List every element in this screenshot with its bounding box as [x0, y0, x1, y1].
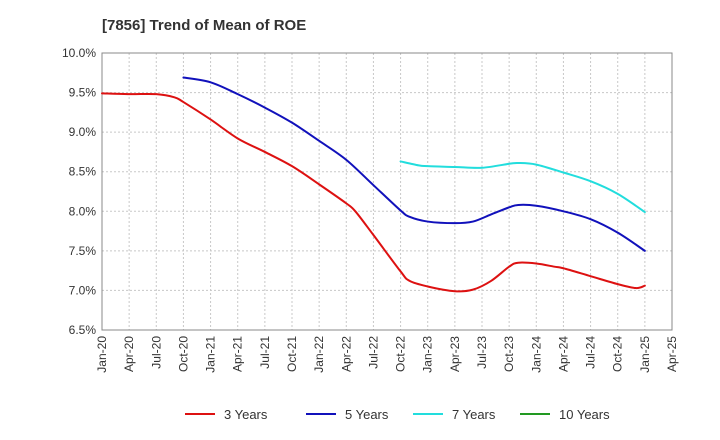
- chart-title: [7856] Trend of Mean of ROE: [102, 17, 306, 34]
- x-tick-label: Apr-25: [665, 336, 679, 372]
- x-tick-label: Jul-23: [475, 336, 489, 369]
- x-tick-label: Jul-22: [366, 336, 380, 369]
- y-tick-label: 8.5%: [69, 165, 97, 179]
- x-tick-label: Oct-22: [394, 336, 408, 372]
- y-tick-label: 6.5%: [69, 323, 97, 337]
- legend-label: 5 Years: [345, 407, 389, 422]
- legend-label: 3 Years: [224, 407, 268, 422]
- x-tick-label: Jul-21: [258, 336, 272, 369]
- legend: 3 Years 5 Years 7 Years 10 Years: [185, 407, 610, 422]
- y-tick-label: 9.5%: [69, 86, 97, 100]
- x-tick-label: Apr-24: [556, 336, 570, 372]
- plot-frame: [101, 52, 673, 331]
- legend-label: 7 Years: [452, 407, 496, 422]
- legend-item-7-years: 7 Years: [413, 407, 496, 422]
- x-tick-label: Jan-20: [95, 336, 109, 373]
- x-tick-label: Jan-24: [529, 336, 543, 373]
- x-tick-label: Jan-21: [204, 336, 218, 373]
- plot-border: [101, 52, 673, 331]
- x-tick-label: Apr-20: [122, 336, 136, 372]
- y-tick-label: 8.0%: [69, 204, 97, 218]
- legend-item-3-years: 3 Years: [185, 407, 268, 422]
- x-tick-label: Apr-21: [231, 336, 245, 372]
- y-tick-label: 7.5%: [69, 244, 97, 258]
- x-axis-ticks: Jan-20 Apr-20 Jul-20 Oct-20 Jan-21 Apr-21 Jul-…: [95, 336, 679, 373]
- y-tick-label: 9.0%: [69, 125, 97, 139]
- x-tick-label: Jan-25: [638, 336, 652, 373]
- x-tick-label: Apr-23: [448, 336, 462, 372]
- legend-item-10-years: 10 Years: [520, 407, 610, 422]
- x-tick-label: Oct-23: [502, 336, 516, 372]
- x-tick-label: Jan-22: [312, 336, 326, 373]
- x-tick-label: Jan-23: [421, 336, 435, 373]
- x-tick-label: Oct-20: [176, 336, 190, 372]
- series-line-5-years: [182, 76, 646, 252]
- x-tick-label: Oct-24: [611, 336, 625, 372]
- y-tick-label: 10.0%: [62, 46, 96, 60]
- x-tick-label: Jul-24: [584, 336, 598, 369]
- grid-lines: [101, 52, 673, 331]
- legend-item-5-years: 5 Years: [306, 407, 389, 422]
- x-tick-label: Apr-22: [339, 336, 353, 372]
- series-line-3-years: [101, 92, 646, 293]
- y-tick-label: 7.0%: [69, 283, 97, 297]
- x-tick-label: Jul-20: [149, 336, 163, 369]
- y-axis-ticks: 6.5% 7.0% 7.5% 8.0% 8.5% 9.0% 9.5% 10.0%: [62, 46, 96, 337]
- series-lines: [101, 76, 646, 293]
- legend-label: 10 Years: [559, 407, 610, 422]
- series-line-7-years: [399, 160, 646, 214]
- x-tick-label: Oct-21: [285, 336, 299, 372]
